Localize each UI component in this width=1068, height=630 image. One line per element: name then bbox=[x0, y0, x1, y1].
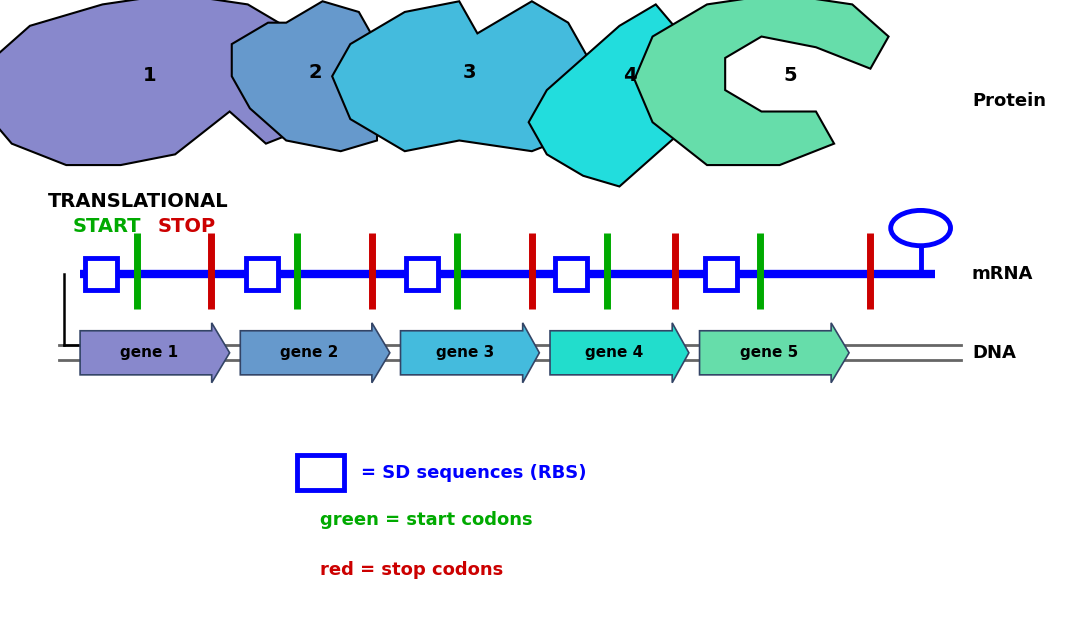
Bar bbox=[406, 258, 438, 290]
Text: green = start codons: green = start codons bbox=[320, 511, 533, 529]
Text: STOP: STOP bbox=[158, 217, 216, 236]
Text: gene 2: gene 2 bbox=[281, 345, 339, 360]
Polygon shape bbox=[0, 0, 320, 165]
Text: gene 3: gene 3 bbox=[436, 345, 494, 360]
Text: red = stop codons: red = stop codons bbox=[320, 561, 504, 579]
Text: gene 5: gene 5 bbox=[740, 345, 798, 360]
Text: Protein: Protein bbox=[972, 92, 1046, 110]
Text: 1: 1 bbox=[143, 66, 156, 85]
Text: START: START bbox=[73, 217, 141, 236]
Polygon shape bbox=[634, 0, 889, 165]
FancyArrow shape bbox=[550, 323, 689, 382]
Text: mRNA: mRNA bbox=[972, 265, 1033, 283]
Polygon shape bbox=[232, 1, 377, 151]
Text: gene 4: gene 4 bbox=[585, 345, 644, 360]
FancyArrow shape bbox=[700, 323, 849, 382]
Text: TRANSLATIONAL: TRANSLATIONAL bbox=[48, 192, 229, 211]
Text: gene 1: gene 1 bbox=[121, 345, 178, 360]
Polygon shape bbox=[332, 1, 586, 151]
Bar bbox=[555, 258, 587, 290]
Polygon shape bbox=[529, 4, 692, 186]
Text: 5: 5 bbox=[784, 66, 797, 85]
Text: = SD sequences (RBS): = SD sequences (RBS) bbox=[361, 464, 586, 481]
FancyArrow shape bbox=[240, 323, 390, 382]
Text: 3: 3 bbox=[464, 63, 476, 82]
Bar bbox=[246, 258, 278, 290]
Text: 2: 2 bbox=[309, 63, 321, 82]
FancyArrow shape bbox=[400, 323, 539, 382]
Circle shape bbox=[891, 210, 951, 246]
Text: DNA: DNA bbox=[972, 344, 1016, 362]
Bar bbox=[297, 455, 344, 490]
Bar bbox=[85, 258, 117, 290]
FancyArrow shape bbox=[80, 323, 230, 382]
Bar bbox=[705, 258, 737, 290]
Text: 4: 4 bbox=[624, 66, 637, 85]
